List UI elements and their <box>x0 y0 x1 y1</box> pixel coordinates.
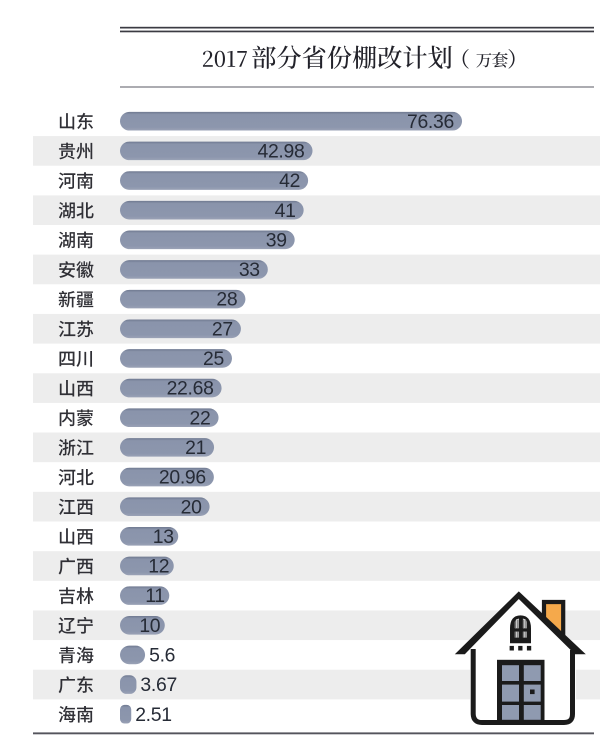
svg-text:42.98: 42.98 <box>257 141 304 163</box>
svg-text:27: 27 <box>212 318 233 340</box>
svg-text:21: 21 <box>185 437 206 459</box>
svg-text:76.36: 76.36 <box>407 111 454 133</box>
svg-text:5.6: 5.6 <box>149 645 175 667</box>
svg-text:13: 13 <box>153 526 174 548</box>
svg-text:11: 11 <box>145 585 165 607</box>
svg-text:22: 22 <box>190 407 211 429</box>
svg-text:3.67: 3.67 <box>140 674 177 696</box>
svg-text:33: 33 <box>239 259 260 281</box>
svg-text:28: 28 <box>216 289 237 311</box>
svg-text:41: 41 <box>275 200 296 222</box>
svg-text:22.68: 22.68 <box>167 378 214 400</box>
svg-text:2.51: 2.51 <box>135 704 172 726</box>
svg-text:12: 12 <box>148 556 169 578</box>
svg-text:42: 42 <box>279 170 300 192</box>
svg-text:39: 39 <box>266 229 287 251</box>
svg-text:25: 25 <box>203 348 224 370</box>
svg-text:20.96: 20.96 <box>159 467 206 489</box>
svg-text:10: 10 <box>139 615 160 637</box>
svg-text:20: 20 <box>181 496 202 518</box>
